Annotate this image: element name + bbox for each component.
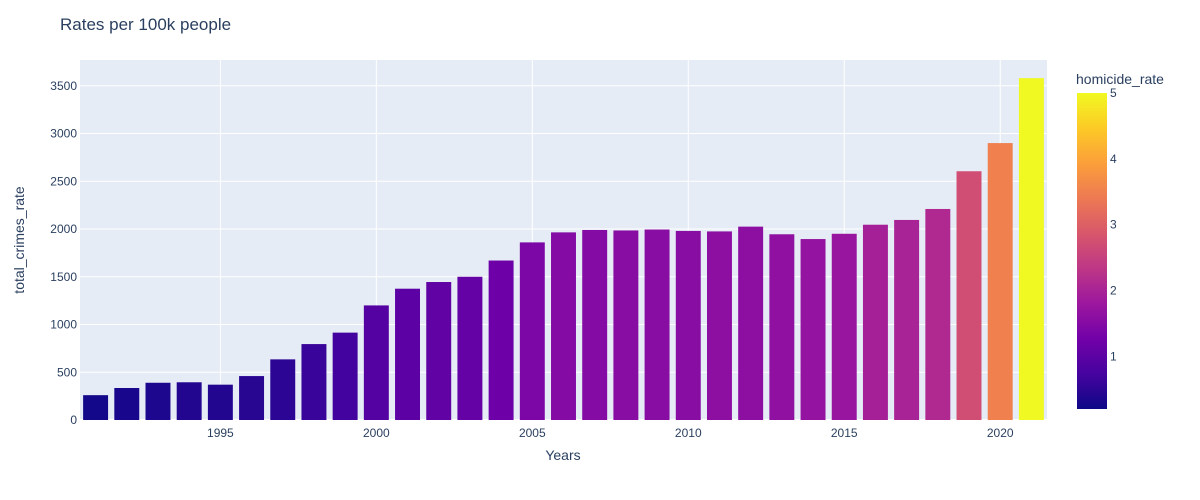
x-tick-label: 2015	[831, 426, 858, 440]
bar-1999[interactable]	[332, 332, 358, 420]
bar-2000[interactable]	[363, 305, 389, 420]
y-tick-label: 3000	[50, 127, 77, 141]
colorbar-tick-label: 2	[1110, 284, 1117, 298]
bar-2002[interactable]	[426, 282, 452, 420]
colorbar-tick-label: 3	[1110, 218, 1117, 232]
bar-1991[interactable]	[83, 395, 109, 420]
bar-2010[interactable]	[675, 230, 701, 420]
bar-2012[interactable]	[738, 226, 764, 420]
x-tick-label: 2005	[519, 426, 546, 440]
bar-1992[interactable]	[114, 388, 140, 420]
bar-1996[interactable]	[239, 376, 265, 420]
y-tick-label: 3500	[50, 79, 77, 93]
bar-2013[interactable]	[769, 234, 795, 420]
bar-2015[interactable]	[831, 233, 857, 420]
y-tick-label: 1000	[50, 318, 77, 332]
bar-2008[interactable]	[613, 230, 639, 420]
bar-1993[interactable]	[145, 382, 171, 420]
bar-1995[interactable]	[207, 384, 233, 420]
colorbar-title: homicide_rate	[1076, 71, 1164, 87]
bar-1994[interactable]	[176, 382, 202, 420]
y-tick-label: 1500	[50, 270, 77, 284]
y-tick-label: 2000	[50, 222, 77, 236]
bar-2016[interactable]	[862, 224, 888, 420]
x-tick-label: 2020	[987, 426, 1014, 440]
bar-2009[interactable]	[644, 229, 670, 421]
y-axis-title: total_crimes_rate	[11, 186, 27, 294]
x-tick-label: 2000	[363, 426, 390, 440]
x-tick-label: 1995	[207, 426, 234, 440]
y-tick-labels: 0 500 1000 1500 2000 2500 3000 3500	[50, 79, 77, 427]
bar-1998[interactable]	[301, 344, 327, 420]
bar-2001[interactable]	[395, 288, 420, 420]
bar-2020[interactable]	[987, 143, 1013, 420]
colorbar-tick-labels: 1 2 3 4 5	[1110, 86, 1117, 363]
colorbar-tick-label: 1	[1110, 349, 1117, 363]
bar-2004[interactable]	[488, 260, 514, 420]
bar-2014[interactable]	[800, 239, 826, 420]
bar-2021[interactable]	[1018, 78, 1044, 420]
x-tick-labels: 1995 2000 2005 2010 2015 2020	[207, 426, 1014, 440]
bar-2011[interactable]	[706, 231, 732, 420]
bar-2003[interactable]	[457, 276, 483, 420]
chart-title: Rates per 100k people	[60, 15, 231, 34]
bar-2018[interactable]	[925, 208, 951, 420]
colorbar: homicide_rate 1 2 3 4 5	[1076, 71, 1164, 409]
colorbar-tick-label: 5	[1110, 86, 1117, 100]
x-axis-title: Years	[545, 447, 580, 463]
bars	[83, 78, 1044, 420]
colorbar-tick-label: 4	[1110, 152, 1117, 166]
y-tick-label: 500	[57, 365, 77, 379]
y-tick-label: 0	[70, 413, 77, 427]
bar-2007[interactable]	[582, 229, 608, 420]
bar-2005[interactable]	[519, 242, 545, 420]
bar-2017[interactable]	[894, 219, 920, 420]
bar-2006[interactable]	[551, 232, 576, 420]
y-tick-label: 2500	[50, 174, 77, 188]
bar-1997[interactable]	[270, 359, 296, 420]
colorbar-gradient	[1077, 93, 1107, 409]
x-tick-label: 2010	[675, 426, 702, 440]
bar-2019[interactable]	[956, 171, 982, 420]
